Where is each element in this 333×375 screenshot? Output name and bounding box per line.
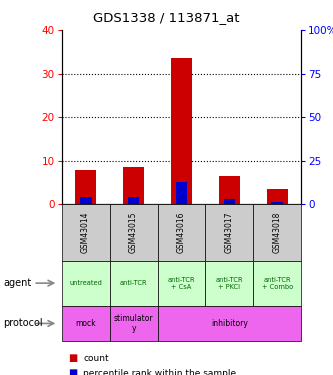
Text: GDS1338 / 113871_at: GDS1338 / 113871_at	[93, 11, 240, 24]
Text: GSM43018: GSM43018	[273, 212, 282, 253]
Bar	[219, 176, 240, 204]
Bar	[271, 202, 283, 204]
Text: GSM43017: GSM43017	[225, 212, 234, 253]
Text: anti-TCR
+ CsA: anti-TCR + CsA	[168, 277, 195, 290]
Text: mock: mock	[75, 319, 96, 328]
Text: inhibitory: inhibitory	[211, 319, 248, 328]
Text: anti-TCR: anti-TCR	[120, 280, 147, 286]
Text: untreated: untreated	[69, 280, 102, 286]
Text: GSM43016: GSM43016	[177, 212, 186, 253]
Text: ■: ■	[68, 353, 78, 363]
Bar	[267, 189, 288, 204]
Bar	[75, 170, 96, 204]
Text: GSM43014: GSM43014	[81, 212, 90, 253]
Text: protocol: protocol	[3, 318, 43, 328]
Text: percentile rank within the sample: percentile rank within the sample	[83, 369, 236, 375]
Text: GSM43015: GSM43015	[129, 212, 138, 253]
Bar	[223, 199, 235, 204]
Text: agent: agent	[3, 278, 32, 288]
Bar	[80, 196, 92, 204]
Bar	[128, 196, 140, 204]
Text: anti-TCR
+ Combo: anti-TCR + Combo	[262, 277, 293, 290]
Bar	[171, 58, 192, 204]
Text: ■: ■	[68, 368, 78, 375]
Bar	[175, 182, 187, 204]
Text: anti-TCR
+ PKCi: anti-TCR + PKCi	[216, 277, 243, 290]
Bar	[123, 167, 144, 204]
Text: stimulator
y: stimulator y	[114, 314, 153, 333]
Text: count: count	[83, 354, 109, 363]
